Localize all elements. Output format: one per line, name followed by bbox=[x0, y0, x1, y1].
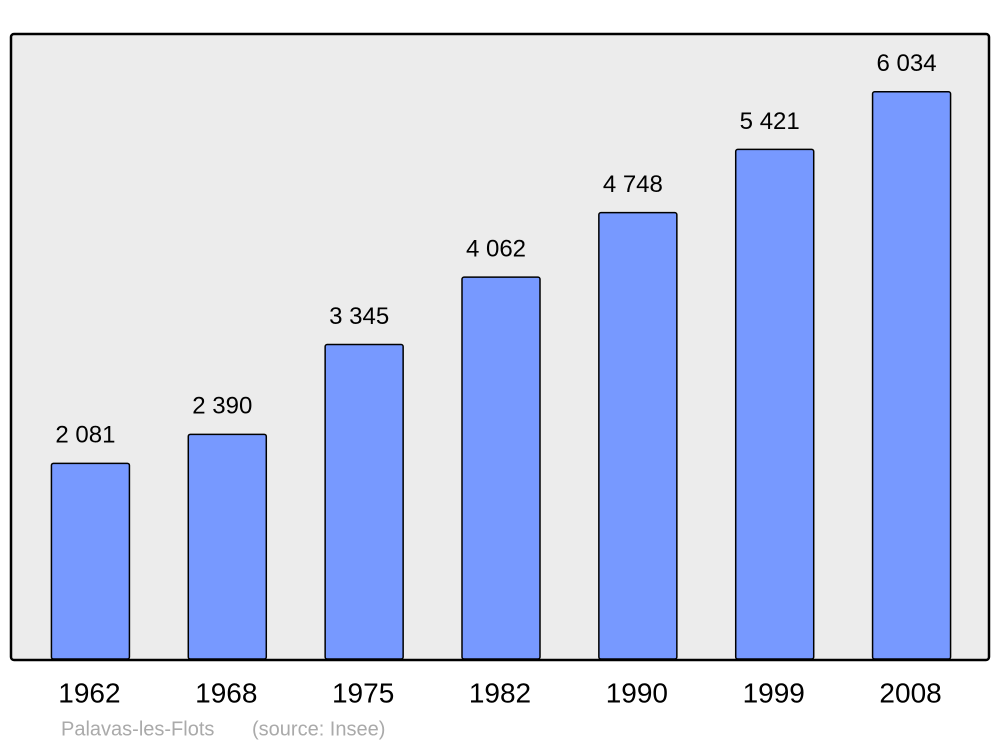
bar bbox=[598, 211, 678, 660]
value-label: 2 390 bbox=[192, 393, 252, 420]
chart-source: (source: Insee) bbox=[252, 718, 385, 740]
value-label: 3 345 bbox=[329, 303, 389, 330]
bar bbox=[871, 91, 952, 660]
chart-subtitle: Palavas-les-Flots bbox=[61, 718, 214, 740]
bar bbox=[187, 433, 268, 660]
bar bbox=[461, 276, 541, 660]
value-label: 6 034 bbox=[877, 50, 937, 77]
x-tick-label: 1962 bbox=[58, 677, 120, 708]
bar bbox=[734, 148, 815, 660]
x-tick-label: 1975 bbox=[332, 677, 394, 708]
x-tick-label: 1990 bbox=[606, 677, 668, 708]
value-label: 5 421 bbox=[740, 108, 800, 135]
x-tick-label: 1982 bbox=[469, 677, 531, 708]
value-label: 2 081 bbox=[55, 422, 115, 449]
x-tick-label: 1968 bbox=[195, 677, 257, 708]
value-label: 4 748 bbox=[603, 171, 663, 198]
value-label: 4 062 bbox=[466, 236, 526, 263]
bar bbox=[50, 462, 131, 660]
bar bbox=[324, 343, 404, 660]
x-tick-label: 2008 bbox=[879, 677, 941, 708]
x-tick-label: 1999 bbox=[743, 677, 805, 708]
